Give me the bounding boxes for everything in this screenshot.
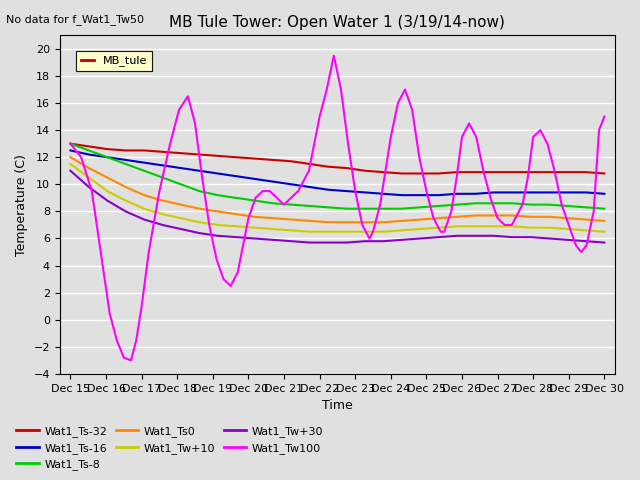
Text: No data for f_Wat1_Tw50: No data for f_Wat1_Tw50 — [6, 14, 145, 25]
Title: MB Tule Tower: Open Water 1 (3/19/14-now): MB Tule Tower: Open Water 1 (3/19/14-now… — [170, 15, 506, 30]
Legend: Wat1_Ts-32, Wat1_Ts-16, Wat1_Ts-8, Wat1_Ts0, Wat1_Tw+10, Wat1_Tw+30, Wat1_Tw100: Wat1_Ts-32, Wat1_Ts-16, Wat1_Ts-8, Wat1_… — [12, 422, 328, 474]
X-axis label: Time: Time — [322, 399, 353, 412]
Y-axis label: Temperature (C): Temperature (C) — [15, 154, 28, 255]
Legend: MB_tule: MB_tule — [76, 51, 152, 71]
